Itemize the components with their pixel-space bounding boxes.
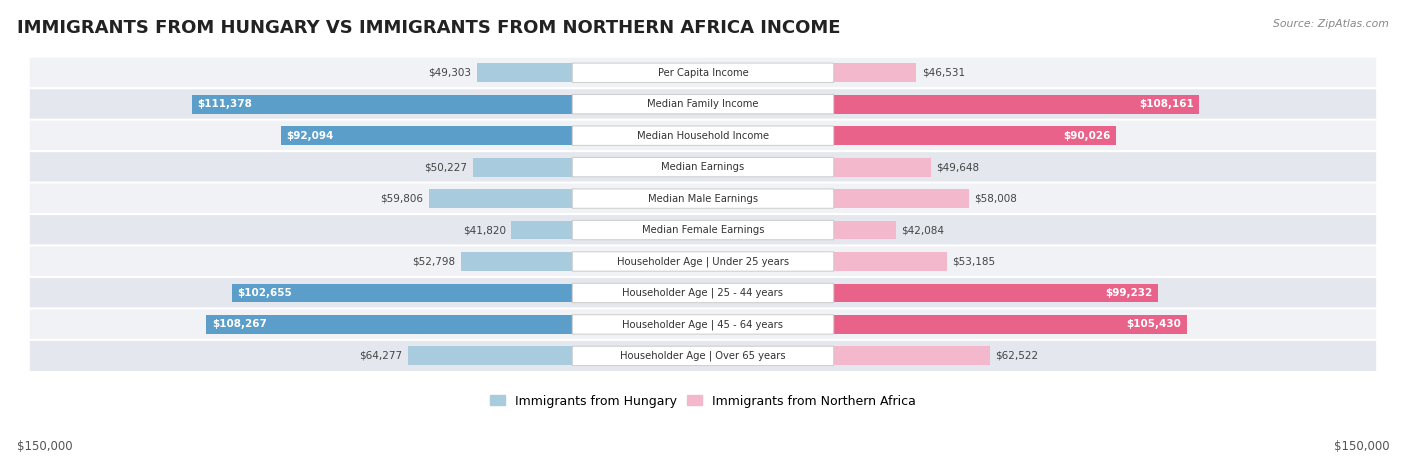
Text: $108,267: $108,267 xyxy=(212,319,267,329)
Bar xyxy=(703,315,1187,334)
Bar xyxy=(429,189,703,208)
Text: $59,806: $59,806 xyxy=(380,194,423,204)
Text: $90,026: $90,026 xyxy=(1063,131,1111,141)
FancyBboxPatch shape xyxy=(28,120,1378,152)
FancyBboxPatch shape xyxy=(28,151,1378,183)
Bar xyxy=(281,126,703,145)
Legend: Immigrants from Hungary, Immigrants from Northern Africa: Immigrants from Hungary, Immigrants from… xyxy=(485,389,921,412)
Text: Median Male Earnings: Median Male Earnings xyxy=(648,194,758,204)
Text: $111,378: $111,378 xyxy=(198,99,253,109)
Text: Per Capita Income: Per Capita Income xyxy=(658,68,748,78)
Bar xyxy=(703,189,969,208)
Text: IMMIGRANTS FROM HUNGARY VS IMMIGRANTS FROM NORTHERN AFRICA INCOME: IMMIGRANTS FROM HUNGARY VS IMMIGRANTS FR… xyxy=(17,19,841,37)
FancyBboxPatch shape xyxy=(28,340,1378,372)
FancyBboxPatch shape xyxy=(28,57,1378,89)
Text: $41,820: $41,820 xyxy=(463,225,506,235)
Text: $49,303: $49,303 xyxy=(429,68,471,78)
Bar xyxy=(703,158,931,177)
Text: $102,655: $102,655 xyxy=(238,288,292,298)
Bar xyxy=(703,64,917,82)
FancyBboxPatch shape xyxy=(572,94,834,114)
Text: $150,000: $150,000 xyxy=(17,440,73,453)
Text: Householder Age | Over 65 years: Householder Age | Over 65 years xyxy=(620,351,786,361)
Text: $64,277: $64,277 xyxy=(360,351,402,361)
Bar xyxy=(477,64,703,82)
Text: $92,094: $92,094 xyxy=(285,131,333,141)
FancyBboxPatch shape xyxy=(572,315,834,334)
Text: $150,000: $150,000 xyxy=(1333,440,1389,453)
FancyBboxPatch shape xyxy=(28,183,1378,215)
Text: $42,084: $42,084 xyxy=(901,225,945,235)
Bar xyxy=(703,220,896,240)
Text: Median Family Income: Median Family Income xyxy=(647,99,759,109)
Bar xyxy=(461,252,703,271)
FancyBboxPatch shape xyxy=(28,214,1378,246)
Bar xyxy=(408,347,703,365)
Text: Householder Age | 25 - 44 years: Householder Age | 25 - 44 years xyxy=(623,288,783,298)
FancyBboxPatch shape xyxy=(572,346,834,366)
Text: $105,430: $105,430 xyxy=(1126,319,1181,329)
Text: $62,522: $62,522 xyxy=(995,351,1039,361)
Text: $108,161: $108,161 xyxy=(1139,99,1194,109)
Bar xyxy=(207,315,703,334)
Bar xyxy=(512,220,703,240)
FancyBboxPatch shape xyxy=(572,189,834,208)
Text: Median Earnings: Median Earnings xyxy=(661,162,745,172)
Bar xyxy=(703,252,948,271)
FancyBboxPatch shape xyxy=(572,283,834,303)
Bar xyxy=(703,95,1199,113)
Text: Source: ZipAtlas.com: Source: ZipAtlas.com xyxy=(1274,19,1389,28)
FancyBboxPatch shape xyxy=(572,157,834,177)
Text: $46,531: $46,531 xyxy=(922,68,965,78)
Text: Householder Age | 45 - 64 years: Householder Age | 45 - 64 years xyxy=(623,319,783,330)
FancyBboxPatch shape xyxy=(28,88,1378,120)
Text: $53,185: $53,185 xyxy=(952,256,995,267)
Bar xyxy=(232,283,703,303)
FancyBboxPatch shape xyxy=(28,246,1378,277)
FancyBboxPatch shape xyxy=(28,308,1378,340)
FancyBboxPatch shape xyxy=(572,63,834,83)
Bar xyxy=(472,158,703,177)
Text: $50,227: $50,227 xyxy=(425,162,467,172)
FancyBboxPatch shape xyxy=(572,126,834,145)
Text: $99,232: $99,232 xyxy=(1105,288,1153,298)
Bar xyxy=(703,283,1159,303)
Bar xyxy=(703,126,1116,145)
FancyBboxPatch shape xyxy=(572,252,834,271)
Text: $49,648: $49,648 xyxy=(936,162,980,172)
Bar xyxy=(703,347,990,365)
FancyBboxPatch shape xyxy=(572,220,834,240)
FancyBboxPatch shape xyxy=(28,277,1378,309)
Text: Median Household Income: Median Household Income xyxy=(637,131,769,141)
Bar xyxy=(193,95,703,113)
Text: Median Female Earnings: Median Female Earnings xyxy=(641,225,765,235)
Text: Householder Age | Under 25 years: Householder Age | Under 25 years xyxy=(617,256,789,267)
Text: $52,798: $52,798 xyxy=(412,256,456,267)
Text: $58,008: $58,008 xyxy=(974,194,1018,204)
